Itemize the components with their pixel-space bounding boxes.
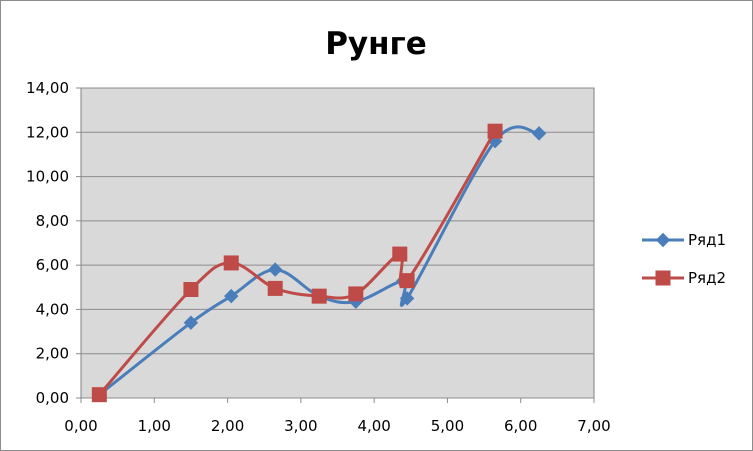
data-point	[223, 255, 239, 271]
x-tick-label: 1,00	[138, 417, 171, 435]
axes: 0,00 2,00 4,00 6,00 8,00 10,00 12,00 14,00 0,00 1…	[26, 79, 611, 435]
legend-label: Ряд2	[688, 269, 726, 287]
y-tick-label: 4,00	[36, 300, 69, 318]
series-2	[91, 123, 503, 403]
legend-marker	[655, 232, 671, 248]
data-point	[183, 315, 199, 330]
legend-label: Ряд1	[688, 231, 726, 249]
y-tick-label: 2,00	[36, 345, 69, 363]
x-tick-label: 0,00	[64, 417, 97, 435]
data-point	[311, 288, 327, 304]
x-tick-label: 2,00	[211, 417, 244, 435]
legend-marker	[655, 270, 671, 286]
data-point	[399, 273, 415, 289]
x-tick-label: 3,00	[284, 417, 317, 435]
gridlines	[81, 87, 594, 399]
chart-title: Рунге	[325, 26, 427, 62]
y-tick-label: 6,00	[36, 256, 69, 274]
data-point	[348, 286, 364, 302]
x-tick-label: 6,00	[504, 417, 537, 435]
legend: Ряд1 Ряд2	[642, 231, 726, 287]
y-tick-label: 10,00	[26, 168, 69, 186]
x-tick-label: 7,00	[577, 417, 610, 435]
data-point	[91, 387, 107, 403]
x-tick-label: 4,00	[357, 417, 390, 435]
data-point	[268, 262, 283, 277]
data-point	[224, 288, 239, 304]
data-point	[531, 126, 547, 141]
data-point	[183, 282, 199, 297]
data-point	[267, 280, 283, 296]
y-tick-label: 14,00	[26, 79, 69, 97]
y-tick-label: 8,00	[36, 212, 69, 230]
x-tick-label: 5,00	[431, 417, 464, 435]
data-point	[399, 291, 415, 306]
data-point	[487, 123, 503, 139]
series-layer	[91, 123, 547, 403]
y-tick-label: 0,00	[36, 389, 69, 407]
plot-area	[80, 87, 595, 399]
data-point	[392, 246, 408, 262]
y-tick-label: 12,00	[26, 123, 69, 141]
